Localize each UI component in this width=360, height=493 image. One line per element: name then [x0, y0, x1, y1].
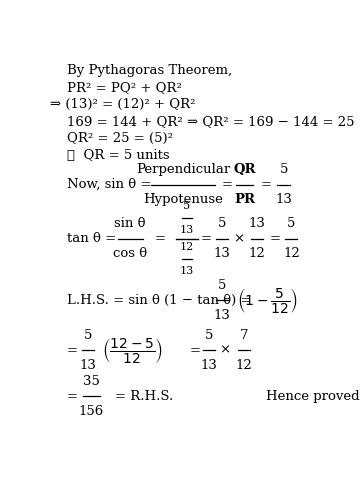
Text: ×: ×: [219, 344, 230, 357]
Text: 12: 12: [248, 247, 265, 260]
Text: 5: 5: [287, 217, 296, 230]
Text: 5: 5: [217, 217, 226, 230]
Text: ⇒ (13)² = (12)² + QR²: ⇒ (13)² = (12)² + QR²: [50, 98, 195, 111]
Text: =: =: [189, 344, 200, 357]
Text: =: =: [222, 178, 233, 191]
Text: QR² = 25 = (5)²: QR² = 25 = (5)²: [67, 132, 173, 145]
Text: 13: 13: [180, 225, 194, 235]
Text: =: =: [67, 344, 78, 357]
Text: 35: 35: [83, 375, 100, 388]
Text: 12: 12: [283, 247, 300, 260]
Text: 156: 156: [79, 405, 104, 418]
Text: By Pythagoras Theorem,: By Pythagoras Theorem,: [67, 64, 232, 77]
Text: 13: 13: [79, 359, 96, 372]
Text: 13: 13: [213, 309, 230, 321]
Text: 13: 13: [275, 193, 292, 206]
Text: L.H.S. = sin θ (1 − tan θ) =: L.H.S. = sin θ (1 − tan θ) =: [67, 294, 256, 307]
Text: tan θ =: tan θ =: [67, 232, 120, 245]
Text: 5: 5: [183, 201, 190, 211]
Text: Hypotenuse: Hypotenuse: [143, 193, 223, 206]
Text: sin θ: sin θ: [114, 217, 146, 230]
Text: cos θ: cos θ: [113, 247, 147, 260]
Text: $\left(1-\dfrac{5}{12}\right)$: $\left(1-\dfrac{5}{12}\right)$: [237, 285, 298, 315]
Text: $\left(\dfrac{12-5}{12}\right)$: $\left(\dfrac{12-5}{12}\right)$: [102, 336, 163, 365]
Text: ∴  QR = 5 units: ∴ QR = 5 units: [67, 149, 169, 162]
Text: =: =: [260, 178, 271, 191]
Text: = R.H.S.: = R.H.S.: [115, 390, 173, 403]
Text: =: =: [154, 232, 165, 245]
Text: 5: 5: [217, 279, 226, 292]
Text: =: =: [270, 232, 281, 245]
Text: 5: 5: [84, 329, 92, 342]
Text: 13: 13: [248, 217, 265, 230]
Text: Hence proved.: Hence proved.: [266, 390, 360, 403]
Text: 12: 12: [180, 243, 194, 252]
Text: QR: QR: [234, 163, 256, 176]
Text: 12: 12: [236, 359, 253, 372]
Text: PR: PR: [234, 193, 256, 206]
Text: =: =: [67, 390, 78, 403]
Text: 13: 13: [201, 359, 218, 372]
Text: 5: 5: [205, 329, 213, 342]
Text: 169 = 144 + QR² ⇒ QR² = 169 − 144 = 25: 169 = 144 + QR² ⇒ QR² = 169 − 144 = 25: [67, 115, 354, 128]
Text: ×: ×: [233, 232, 244, 245]
Text: 7: 7: [240, 329, 248, 342]
Text: 13: 13: [213, 247, 230, 260]
Text: =: =: [201, 232, 212, 245]
Text: Perpendicular: Perpendicular: [136, 163, 230, 176]
Text: Now, sin θ =: Now, sin θ =: [67, 178, 155, 191]
Text: 13: 13: [180, 266, 194, 276]
Text: 5: 5: [279, 163, 288, 176]
Text: PR² = PQ² + QR²: PR² = PQ² + QR²: [67, 81, 181, 94]
